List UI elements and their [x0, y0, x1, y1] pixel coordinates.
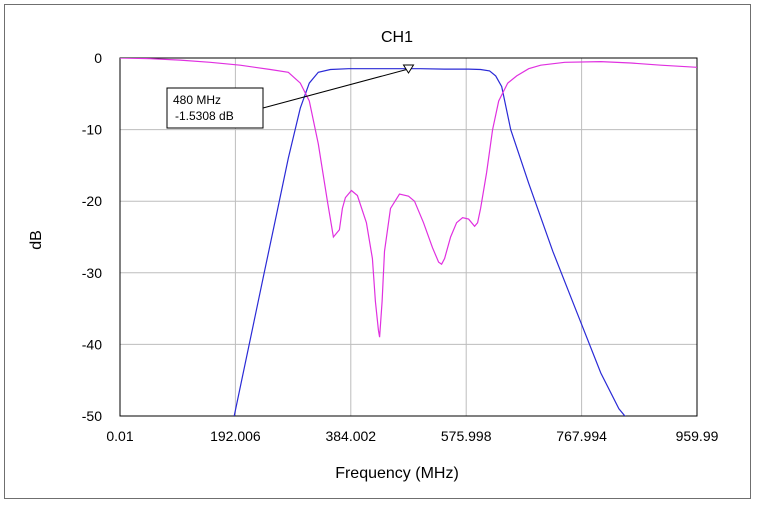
- x-tick-label: 575.998: [441, 428, 492, 444]
- chart-title: CH1: [381, 29, 413, 46]
- y-tick-label: -10: [82, 122, 102, 138]
- x-tick-label: 384.002: [325, 428, 376, 444]
- y-tick-label: 0: [94, 50, 102, 66]
- series-line-1: [233, 68, 626, 416]
- x-axis-label: Frequency (MHz): [335, 465, 459, 482]
- grid: [120, 58, 697, 416]
- y-tick-label: -50: [82, 408, 102, 424]
- series-group: [120, 58, 697, 416]
- marker-triangle-icon: [402, 64, 415, 74]
- x-tick-label: 767.994: [556, 428, 607, 444]
- x-tick-label: 0.01: [106, 428, 133, 444]
- series-line-2: [120, 58, 697, 338]
- chart: CH1 0.01 192.006 384.002 575.998 767.994 959.…: [28, 29, 719, 482]
- chart-frame: CH1 0.01 192.006 384.002 575.998 767.994 959.…: [4, 4, 751, 499]
- y-tick-label: -20: [82, 193, 102, 209]
- x-tick-label: 959.99: [676, 428, 719, 444]
- plot-area: [119, 57, 698, 417]
- marker-frequency: 480 MHz: [173, 93, 221, 107]
- x-tick-label: 192.006: [210, 428, 261, 444]
- y-tick-label: -30: [82, 265, 102, 281]
- marker-box: [166, 87, 264, 129]
- y-axis-label: dB: [28, 230, 45, 250]
- y-tick-labels: 0 -10 -20 -30 -40 -50: [82, 50, 102, 424]
- y-tick-label: -40: [82, 336, 102, 352]
- marker-value: -1.5308 dB: [175, 109, 234, 123]
- marker-leader-line: [262, 68, 409, 109]
- x-tick-labels: 0.01 192.006 384.002 575.998 767.994 959.99: [106, 428, 718, 444]
- marker-annotation: 480 MHz -1.5308 dB: [166, 64, 415, 129]
